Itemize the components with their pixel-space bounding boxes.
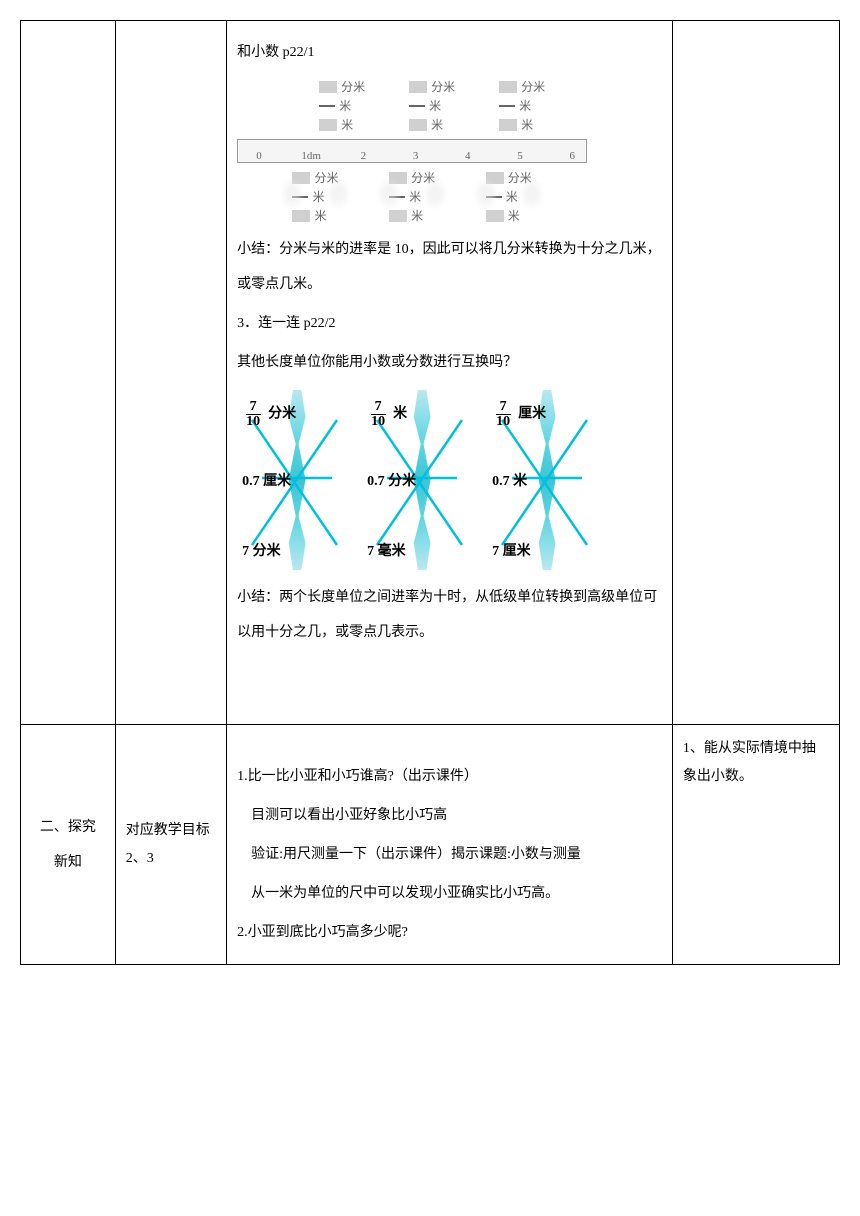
unit-text: 米 <box>506 188 518 205</box>
ruler-mark: 0 <box>256 150 262 162</box>
text-line: 目测可以看出小亚好象比小巧高 <box>237 798 662 833</box>
match-item: 0.7 厘米 <box>242 470 291 490</box>
lesson-plan-table: 和小数 p22/1 分米 米 米 分米 米 米 分米 <box>20 20 840 965</box>
text-line: 1.比一比小亚和小巧谁高?（出示课件） <box>237 759 662 794</box>
match-item: 0.7 分米 <box>367 470 416 490</box>
text-line: 从一米为单位的尺中可以发现小亚确实比小巧高。 <box>237 876 662 911</box>
unit-text: 分米 <box>521 78 545 95</box>
goal-reference: 对应教学目标 2、3 <box>126 817 216 873</box>
ruler-group: 分米 米 米 <box>499 78 545 133</box>
ruler-top-labels: 分米 米 米 分米 米 米 分米 米 米 <box>237 78 587 133</box>
ruler-group: 分米 米 米 <box>409 78 455 133</box>
ruler-mark: 1dm <box>301 150 321 162</box>
text-line: 和小数 p22/1 <box>237 35 662 70</box>
ruler-group: 分米 米 米 <box>389 169 435 224</box>
cell-r2-c2: 对应教学目标 2、3 <box>115 725 226 965</box>
unit-text: 米 <box>521 116 533 133</box>
unit-text: 米 <box>341 116 353 133</box>
ruler-group: 分米 米 米 <box>486 169 532 224</box>
unit-text: 分米 <box>341 78 365 95</box>
section-label: 二、探究 <box>31 810 105 845</box>
unit-text: 分米 <box>508 169 532 186</box>
match-item: 7 厘米 <box>492 540 531 560</box>
unit-text: 米 <box>339 97 351 114</box>
match-column-1: 710分米 0.7 厘米 7 分米 <box>237 390 357 570</box>
unit-text: 米 <box>409 188 421 205</box>
match-item: 710米 <box>367 400 407 429</box>
text-line: 验证:用尺测量一下（出示课件）揭示课题:小数与测量 <box>237 837 662 872</box>
ruler-mark: 2 <box>361 150 367 162</box>
ruler-diagram: 分米 米 米 分米 米 米 分米 米 米 <box>237 78 587 224</box>
match-item: 7 毫米 <box>367 540 406 560</box>
text-line: 2.小亚到底比小巧高多少呢? <box>237 915 662 950</box>
ruler-mark: 3 <box>413 150 419 162</box>
unit-text: 米 <box>519 97 531 114</box>
match-item: 0.7 米 <box>492 470 527 490</box>
unit-text: 米 <box>411 207 423 224</box>
cell-r1-c3: 和小数 p22/1 分米 米 米 分米 米 米 分米 <box>227 21 673 725</box>
ruler-group: 分米 米 米 <box>292 169 338 224</box>
ruler-bar: 0 1dm 2 3 4 5 6 <box>237 139 587 163</box>
unit-text: 分米 <box>431 78 455 95</box>
unit-text: 米 <box>508 207 520 224</box>
ruler-mark: 6 <box>569 150 575 162</box>
cell-r1-c1 <box>21 21 116 725</box>
unit-text: 米 <box>431 116 443 133</box>
cell-r1-c2 <box>115 21 226 725</box>
ruler-bottom-labels: 分米 米 米 分米 米 米 分米 米 米 <box>237 169 587 224</box>
table-row-2: 二、探究 新知 对应教学目标 2、3 1.比一比小亚和小巧谁高?（出示课件） 目… <box>21 725 840 965</box>
match-column-2: 710米 0.7 分米 7 毫米 <box>362 390 482 570</box>
unit-text: 分米 <box>411 169 435 186</box>
section-label: 新知 <box>31 845 105 880</box>
table-row-1: 和小数 p22/1 分米 米 米 分米 米 米 分米 <box>21 21 840 725</box>
ruler-mark: 4 <box>465 150 471 162</box>
match-item: 7 分米 <box>242 540 281 560</box>
match-item: 710分米 <box>242 400 296 429</box>
ruler-mark: 5 <box>517 150 523 162</box>
unit-text: 米 <box>312 188 324 205</box>
unit-text: 米 <box>314 207 326 224</box>
cell-r1-c4 <box>672 21 839 725</box>
cell-r2-c3: 1.比一比小亚和小巧谁高?（出示课件） 目测可以看出小亚好象比小巧高 验证:用尺… <box>227 725 673 965</box>
cell-r2-c4: 1、能从实际情境中抽象出小数。 <box>672 725 839 965</box>
match-item: 710厘米 <box>492 400 546 429</box>
cell-r2-c1: 二、探究 新知 <box>21 725 116 965</box>
matching-diagram: 710分米 0.7 厘米 7 分米 710米 0.7 分米 <box>237 390 597 570</box>
unit-text: 米 <box>429 97 441 114</box>
objective-text: 1、能从实际情境中抽象出小数。 <box>683 735 829 791</box>
summary-text: 小结：两个长度单位之间进率为十时，从低级单位转换到高级单位可以用十分之几，或零点… <box>237 580 662 650</box>
match-column-3: 710厘米 0.7 米 7 厘米 <box>487 390 607 570</box>
summary-text: 小结：分米与米的进率是 10，因此可以将几分米转换为十分之几米，或零点几米。 <box>237 232 662 302</box>
text-line: 其他长度单位你能用小数或分数进行互换吗？ <box>237 345 662 380</box>
ruler-group: 分米 米 米 <box>319 78 365 133</box>
text-line: 3．连一连 p22/2 <box>237 306 662 341</box>
unit-text: 分米 <box>314 169 338 186</box>
